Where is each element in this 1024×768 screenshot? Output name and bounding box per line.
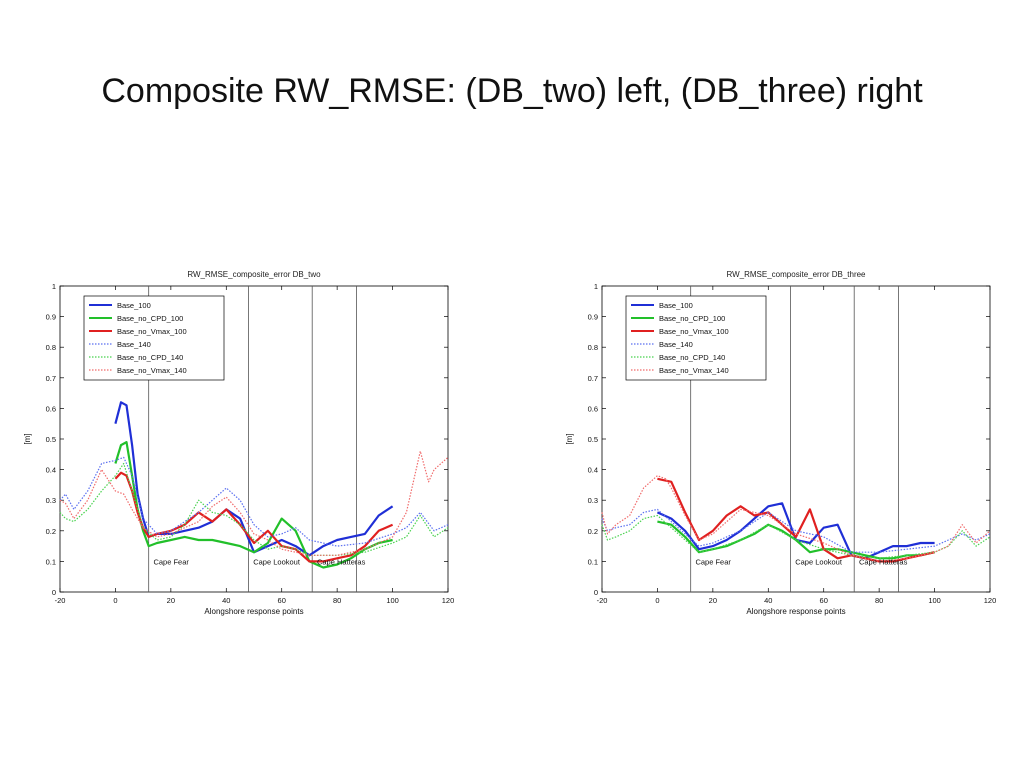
legend-entry: Base_no_CPD_100 [117, 314, 183, 323]
x-tick-label: 80 [875, 596, 883, 605]
chart-db-two-svg: RW_RMSE_composite_error DB_two 0 0.1 0.2 0.3… [23, 270, 455, 616]
x-tick-label: 100 [928, 596, 941, 605]
legend-box [83, 295, 225, 381]
series-line-base-100 [114, 401, 394, 557]
y-tick-label: 0.5 [588, 435, 598, 444]
region-annotation: Cape Fear [153, 557, 189, 566]
x-tick-label: -20 [597, 596, 608, 605]
chart-db-three-svg: RW_RMSE_composite_error DB_three 0 0.1 0.2 0… [565, 270, 997, 616]
region-annotation: Cape Lookout [253, 557, 301, 566]
region-annotation: Cape Hatteras [317, 557, 366, 566]
x-tick-label: 40 [764, 596, 772, 605]
legend-entry: Base_100 [117, 301, 151, 310]
series-line-base-no-cpd-100 [114, 441, 393, 569]
region-annotation: Cape Lookout [795, 557, 843, 566]
y-axis-label: [m] [23, 433, 32, 444]
x-tick-label: 0 [113, 596, 117, 605]
chart-title: RW_RMSE_composite_error DB_two [187, 270, 321, 279]
y-tick-label: 1 [52, 282, 56, 291]
y-tick-label: 0.9 [46, 313, 56, 322]
y-tick-label: 0.8 [588, 343, 598, 352]
y-tick-label: 0.2 [46, 527, 56, 536]
y-tick-label: 0.3 [588, 496, 598, 505]
x-tick-label: 60 [820, 596, 828, 605]
series-line-base-no-vmax-100 [114, 471, 394, 563]
legend-entry: Base_no_Vmax_100 [659, 327, 729, 336]
x-axis-label: Alongshore response points [746, 607, 845, 616]
series-line-base-100 [656, 502, 935, 560]
series-line-base-no-vmax-100 [657, 477, 935, 563]
x-tick-label: -20 [55, 596, 66, 605]
x-tick-label: 80 [333, 596, 341, 605]
y-axis-label: [m] [565, 433, 574, 444]
legend-entry: Base_140 [117, 340, 151, 349]
y-tick-label: 0.4 [46, 466, 56, 475]
legend-entry: Base_no_Vmax_140 [117, 366, 187, 375]
y-tick-label: 0.8 [46, 343, 56, 352]
series-line-base-no-vmax-140 [601, 475, 991, 562]
x-tick-label: 100 [386, 596, 399, 605]
legend-entry: Base_no_Vmax_100 [117, 327, 187, 336]
y-tick-label: 0.2 [588, 527, 598, 536]
y-tick-label: 0.6 [588, 404, 598, 413]
legend-entry: Base_no_CPD_140 [659, 353, 725, 362]
slide-title: Composite RW_RMSE: (DB_two) left, (DB_th… [101, 72, 923, 110]
x-tick-label: 120 [984, 596, 997, 605]
x-tick-label: 60 [278, 596, 286, 605]
y-tick-label: 0.7 [588, 374, 598, 383]
y-tick-label: 0.1 [46, 557, 56, 566]
series-line-base-140 [601, 508, 991, 553]
y-tick-label: 0.6 [46, 404, 56, 413]
legend-entry: Base_140 [659, 340, 693, 349]
x-tick-label: 40 [222, 596, 230, 605]
region-annotation: Cape Fear [695, 557, 731, 566]
region-annotation: Cape Hatteras [859, 557, 908, 566]
chart-title: RW_RMSE_composite_error DB_three [726, 270, 866, 279]
y-tick-label: 0.7 [46, 374, 56, 383]
y-tick-label: 0.1 [588, 557, 598, 566]
y-tick-label: 0.3 [46, 496, 56, 505]
legend: Base_100 Base_no_CPD_100 Base_no_Vmax_100 B… [625, 295, 767, 381]
chart-db-two: RW_RMSE_composite_error DB_two 0 0.1 0.2 0.3… [18, 262, 458, 622]
y-tick-label: 0.9 [588, 313, 598, 322]
x-tick-label: 20 [709, 596, 717, 605]
y-tick-label: 0 [52, 588, 56, 597]
chart-db-three: RW_RMSE_composite_error DB_three 0 0.1 0.2 0… [560, 262, 1000, 622]
legend-entry: Base_100 [659, 301, 693, 310]
series-line-base-no-vmax-140 [59, 450, 449, 556]
y-tick-label: 0.4 [588, 466, 598, 475]
legend-entry: Base_no_Vmax_140 [659, 366, 729, 375]
x-tick-label: 120 [442, 596, 455, 605]
legend-entry: Base_no_CPD_140 [117, 353, 183, 362]
legend-entry: Base_no_CPD_100 [659, 314, 725, 323]
y-tick-label: 0 [594, 588, 598, 597]
y-tick-label: 1 [594, 282, 598, 291]
x-tick-label: 20 [167, 596, 175, 605]
x-axis-label: Alongshore response points [204, 607, 303, 616]
legend-box [625, 295, 767, 381]
legend: Base_100 Base_no_CPD_100 Base_no_Vmax_100 B… [83, 295, 225, 381]
y-tick-label: 0.5 [46, 435, 56, 444]
x-tick-label: 0 [655, 596, 659, 605]
